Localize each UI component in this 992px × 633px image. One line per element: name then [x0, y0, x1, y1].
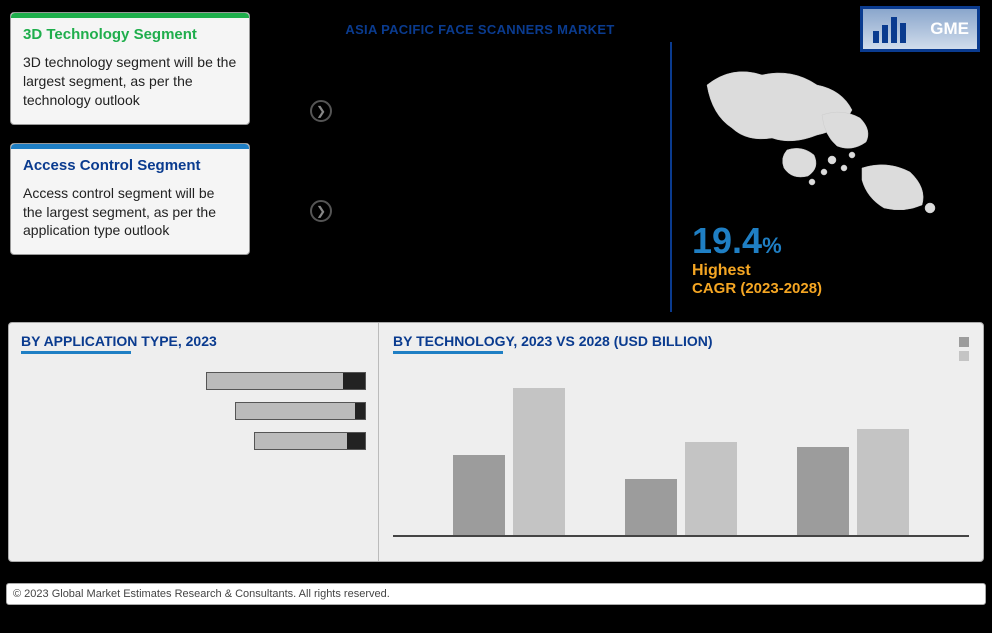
cagr-label-highest: Highest [692, 262, 972, 280]
hbar-row [21, 432, 366, 450]
chart-title: BY TECHNOLOGY, 2023 VS 2028 (USD BILLION… [393, 333, 969, 349]
card-accent [11, 144, 249, 149]
hbar-cap [343, 373, 365, 389]
hbar-row [21, 372, 366, 390]
asia-pacific-map-icon [692, 60, 952, 215]
cagr-value: 19.4 [692, 220, 762, 261]
charts-row: BY APPLICATION TYPE, 2023 BY TECHNOLOGY,… [8, 322, 984, 562]
hbar-cap [347, 433, 365, 449]
card-body: 3D technology segment will be the larges… [23, 53, 237, 110]
chart-underline [393, 351, 503, 354]
bar-2023 [625, 479, 677, 535]
bar-group [453, 388, 565, 535]
bar-2028 [857, 429, 909, 535]
application-type-chart: BY APPLICATION TYPE, 2023 [9, 323, 379, 561]
chart-legend [959, 337, 969, 365]
hbar-track [235, 402, 366, 420]
bar-2028 [685, 442, 737, 535]
card-body: Access control segment will be the large… [23, 184, 237, 241]
gme-logo: GME [860, 6, 980, 52]
chart-underline [21, 351, 131, 354]
bar-2023 [797, 447, 849, 535]
card-access-control: Access Control Segment Access control se… [10, 143, 250, 256]
main-title: ASIA PACIFIC FACE SCANNERS MARKET [300, 22, 660, 37]
bar-group [797, 429, 909, 535]
card-accent [11, 13, 249, 18]
bar-2028 [513, 388, 565, 535]
left-callout-cards: 3D Technology Segment 3D technology segm… [10, 12, 250, 273]
card-3d-technology: 3D Technology Segment 3D technology segm… [10, 12, 250, 125]
bar-2023 [453, 455, 505, 535]
legend-swatch [959, 351, 969, 361]
hbar-track [206, 372, 366, 390]
hbar-cap [355, 403, 365, 419]
chevron-right-icon: ❯ [310, 200, 332, 222]
card-title: Access Control Segment [23, 157, 237, 174]
logo-text: GME [930, 19, 969, 39]
chevron-right-icon: ❯ [310, 100, 332, 122]
cagr-percent: % [762, 233, 782, 258]
cagr-label-period: CAGR (2023-2028) [692, 280, 972, 297]
vertical-divider [670, 42, 672, 312]
technology-chart: BY TECHNOLOGY, 2023 VS 2028 (USD BILLION… [379, 323, 983, 561]
hbar-row [21, 402, 366, 420]
cagr-region: 19.4% Highest CAGR (2023-2028) [692, 60, 972, 297]
bar-group [625, 442, 737, 535]
card-title: 3D Technology Segment [23, 26, 237, 43]
hbar-track [254, 432, 366, 450]
copyright-footer: © 2023 Global Market Estimates Research … [6, 583, 986, 605]
logo-bars-icon [873, 17, 906, 43]
chart-title: BY APPLICATION TYPE, 2023 [21, 333, 366, 349]
top-area: 3D Technology Segment 3D technology segm… [0, 0, 992, 320]
legend-swatch [959, 337, 969, 347]
